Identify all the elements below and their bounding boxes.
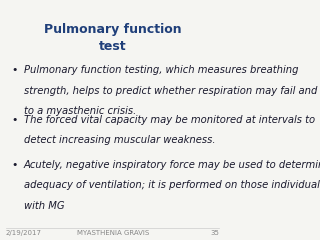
Text: 2/19/2017: 2/19/2017 — [6, 230, 42, 236]
Text: The forced vital capacity may be monitored at intervals to: The forced vital capacity may be monitor… — [24, 115, 315, 125]
Text: Acutely, negative inspiratory force may be used to determine: Acutely, negative inspiratory force may … — [24, 160, 320, 170]
Text: Pulmonary function
test: Pulmonary function test — [44, 23, 181, 53]
Text: strength, helps to predict whether respiration may fail and lead: strength, helps to predict whether respi… — [24, 86, 320, 96]
Text: adequacy of ventilation; it is performed on those individuals: adequacy of ventilation; it is performed… — [24, 180, 320, 191]
Text: MYASTHENIA GRAVIS: MYASTHENIA GRAVIS — [76, 230, 149, 236]
Text: 35: 35 — [211, 230, 220, 236]
Text: Pulmonary function testing, which measures breathing: Pulmonary function testing, which measur… — [24, 66, 298, 75]
Text: •: • — [12, 66, 18, 75]
Text: •: • — [12, 160, 18, 170]
Text: detect increasing muscular weakness.: detect increasing muscular weakness. — [24, 135, 215, 145]
Text: to a myasthenic crisis.: to a myasthenic crisis. — [24, 106, 136, 116]
Text: •: • — [12, 115, 18, 125]
Text: with MG: with MG — [24, 201, 64, 211]
